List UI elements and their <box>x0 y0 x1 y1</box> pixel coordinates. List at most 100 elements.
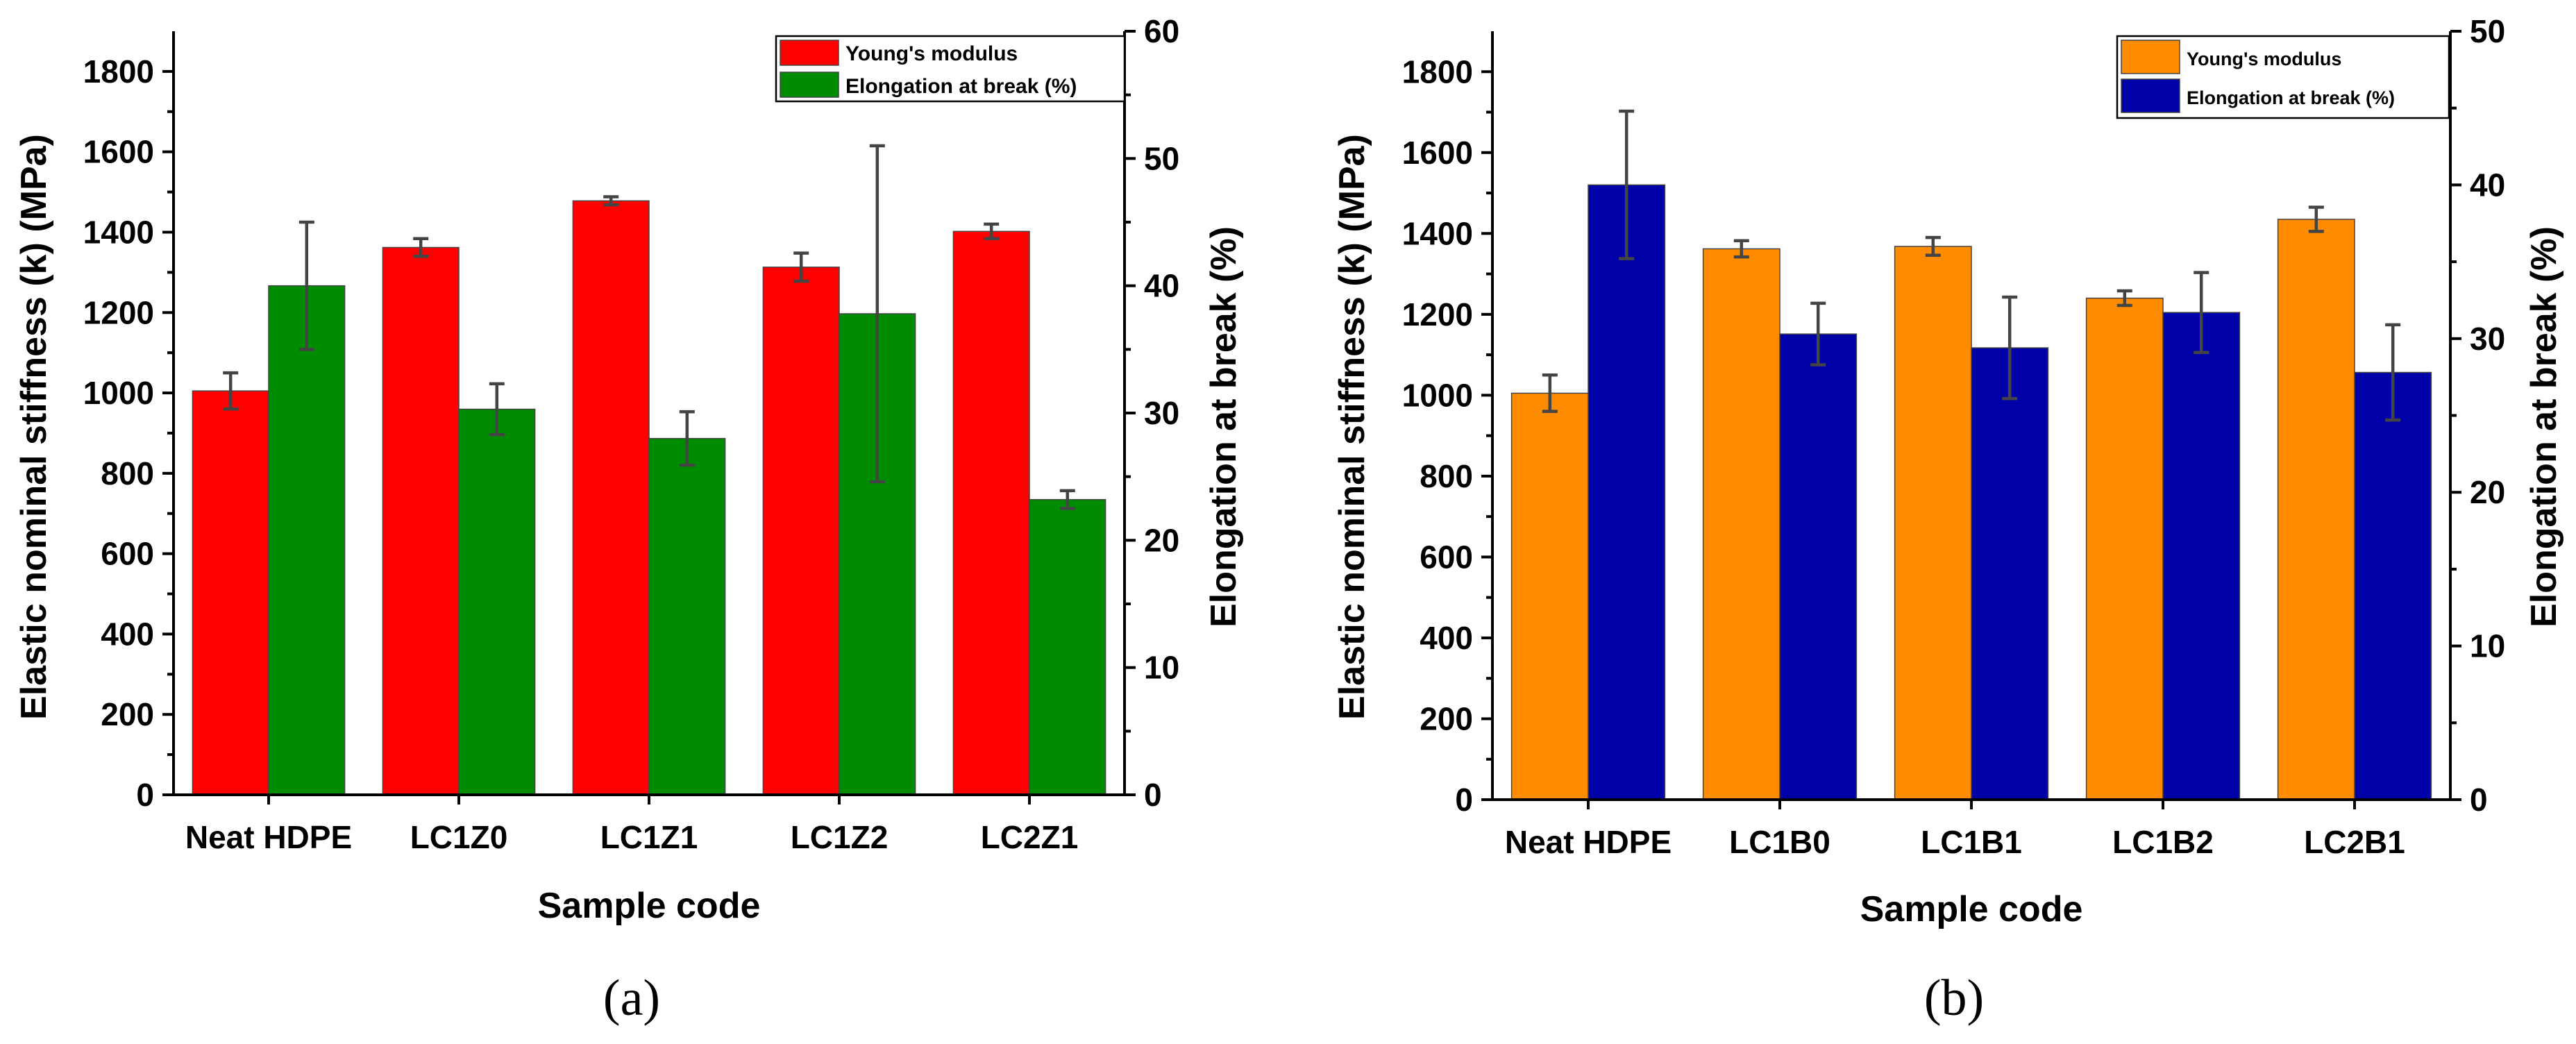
bars-group <box>192 200 1106 795</box>
x-tick-label: LC1B1 <box>1921 824 2022 860</box>
y2-axis-title: Elongation at break (%) <box>2524 226 2564 628</box>
y-tick-label: 800 <box>1420 458 1473 494</box>
ticks-group: Neat HDPE LC1Z0 LC1Z1 LC1Z2 LC2Z102004006008… <box>83 13 1180 855</box>
x-tick-label: LC1Z0 <box>410 819 508 855</box>
y2-tick-label: 10 <box>2470 628 2505 664</box>
y-axis-title: Elastic nominal stiffness (k) (MPa) <box>1332 134 1372 720</box>
error-bar-young-s-modulus-lc2b1 <box>2308 205 2324 233</box>
y-tick-label: 600 <box>101 536 154 572</box>
bar-young-s-modulus-neat-hdpe <box>192 390 269 795</box>
legend-label-youngs-modulus: Young's modulus <box>845 42 1018 65</box>
y-tick-label: 1600 <box>83 134 154 170</box>
error-bar-elongation-at-break-lc1z1 <box>679 410 695 467</box>
chart-panel-b: Neat HDPE LC1B0 LC1B1 LC1B2 LC2B102004006008… <box>1332 13 2564 1027</box>
y2-axis-title: Elongation at break (%) <box>1204 226 1244 628</box>
y-tick-label: 1800 <box>83 53 154 90</box>
x-tick-label: Neat HDPE <box>1505 824 1672 860</box>
y-tick-label: 200 <box>1420 700 1473 736</box>
error-bars-group <box>223 144 1075 510</box>
legend-swatch-elongation <box>2121 78 2180 113</box>
y2-tick-label: 40 <box>2470 167 2505 203</box>
y-tick-label: 1000 <box>1402 377 1473 413</box>
error-bar-elongation-at-break-lc1b2 <box>2194 271 2209 354</box>
panel-label-a: (a) <box>603 970 660 1027</box>
x-tick-label: LC1B0 <box>1729 824 1830 860</box>
error-bar-elongation-at-break-lc1z0 <box>489 382 505 437</box>
y2-tick-label: 40 <box>1144 268 1179 304</box>
error-bar-elongation-at-break-lc1b1 <box>2002 295 2018 401</box>
y-tick-label: 1000 <box>83 375 154 411</box>
y2-tick-label: 20 <box>2470 474 2505 510</box>
bar-elongation-at-break-lc2z1 <box>1029 498 1106 795</box>
bar-elongation-at-break-neat-hdpe <box>268 285 346 795</box>
y2-tick-label: 0 <box>2470 782 2488 818</box>
bar-young-s-modulus-lc1b1 <box>1894 246 1972 800</box>
legend-swatch-elongation <box>780 71 839 98</box>
panel-label-b: (b) <box>1924 970 1984 1027</box>
y-tick-label: 1800 <box>1402 53 1473 90</box>
legend-swatch-youngs-modulus <box>780 40 839 66</box>
y-tick-label: 1600 <box>1402 135 1473 171</box>
error-bar-elongation-at-break-lc1b0 <box>1810 301 1826 367</box>
x-tick-label: LC1Z1 <box>600 819 698 855</box>
error-bar-elongation-at-break-lc2b1 <box>2385 323 2401 422</box>
bar-elongation-at-break-neat-hdpe <box>1588 184 1666 800</box>
error-bar-elongation-at-break-lc2z1 <box>1059 489 1075 510</box>
chart-panel-a: Neat HDPE LC1Z0 LC1Z1 LC1Z2 LC2Z102004006008… <box>14 13 1244 1027</box>
error-bar-young-s-modulus-lc1z1 <box>603 195 619 207</box>
x-tick-label: LC2Z1 <box>981 819 1079 855</box>
error-bar-young-s-modulus-lc1b0 <box>1733 239 1749 259</box>
x-tick-label: Neat HDPE <box>185 819 352 855</box>
error-bar-young-s-modulus-lc1b2 <box>2116 289 2132 308</box>
x-tick-label: LC2B1 <box>2304 824 2405 860</box>
y2-tick-label: 30 <box>1144 395 1179 431</box>
y2-tick-label: 30 <box>2470 321 2505 357</box>
y-tick-label: 0 <box>1455 782 1473 818</box>
bar-young-s-modulus-lc2b1 <box>2277 219 2355 800</box>
bar-elongation-at-break-lc2b1 <box>2354 371 2432 800</box>
bar-elongation-at-break-lc1b2 <box>2162 312 2241 800</box>
error-bar-elongation-at-break-neat-hdpe <box>298 220 314 351</box>
error-bar-elongation-at-break-neat-hdpe <box>1619 109 1635 260</box>
ticks-group: Neat HDPE LC1B0 LC1B1 LC1B2 LC2B102004006008… <box>1402 13 2506 860</box>
x-tick-label: LC1B2 <box>2112 824 2214 860</box>
y-tick-label: 1200 <box>1402 296 1473 332</box>
bar-young-s-modulus-lc1z1 <box>572 200 650 795</box>
y-tick-label: 1200 <box>83 294 154 330</box>
legend: Young's modulus Elongation at break (%) <box>775 35 1126 103</box>
bar-young-s-modulus-lc1z2 <box>762 267 840 795</box>
y-axis-title: Elastic nominal stiffness (k) (MPa) <box>14 134 54 720</box>
y2-tick-label: 20 <box>1144 522 1179 558</box>
y-tick-label: 1400 <box>1402 215 1473 251</box>
y-tick-label: 600 <box>1420 539 1473 575</box>
y-tick-label: 400 <box>1420 620 1473 656</box>
y-tick-label: 0 <box>136 777 154 813</box>
error-bars-group <box>1542 109 2401 422</box>
x-axis-title: Sample code <box>538 886 761 926</box>
x-axis-title: Sample code <box>1860 889 2083 929</box>
error-bar-young-s-modulus-lc1z2 <box>793 251 809 283</box>
y2-tick-label: 10 <box>1144 650 1179 686</box>
error-bar-elongation-at-break-lc1z2 <box>869 144 885 484</box>
bar-young-s-modulus-neat-hdpe <box>1510 392 1589 800</box>
error-bar-young-s-modulus-neat-hdpe <box>1542 373 1558 413</box>
bar-young-s-modulus-lc2z1 <box>952 230 1030 795</box>
error-bar-young-s-modulus-lc2z1 <box>984 222 1000 240</box>
bar-elongation-at-break-lc1b0 <box>1779 333 1858 800</box>
bars-group <box>1510 184 2432 800</box>
x-tick-label: LC1Z2 <box>791 819 889 855</box>
error-bar-young-s-modulus-lc1b1 <box>1925 235 1941 258</box>
y2-tick-label: 50 <box>2470 13 2505 49</box>
bar-young-s-modulus-lc1b2 <box>2085 297 2164 800</box>
bar-young-s-modulus-lc1b0 <box>1702 248 1781 800</box>
legend-swatch-youngs-modulus <box>2121 40 2180 74</box>
legend-label-elongation: Elongation at break (%) <box>845 75 1077 98</box>
bar-elongation-at-break-lc1z0 <box>458 408 536 795</box>
bar-elongation-at-break-lc1b1 <box>1971 347 2049 800</box>
bar-young-s-modulus-lc1z0 <box>382 246 460 795</box>
error-bar-young-s-modulus-lc1z0 <box>413 237 429 258</box>
y-tick-label: 800 <box>101 455 154 491</box>
error-bar-young-s-modulus-neat-hdpe <box>223 371 239 411</box>
y-tick-label: 200 <box>101 696 154 732</box>
